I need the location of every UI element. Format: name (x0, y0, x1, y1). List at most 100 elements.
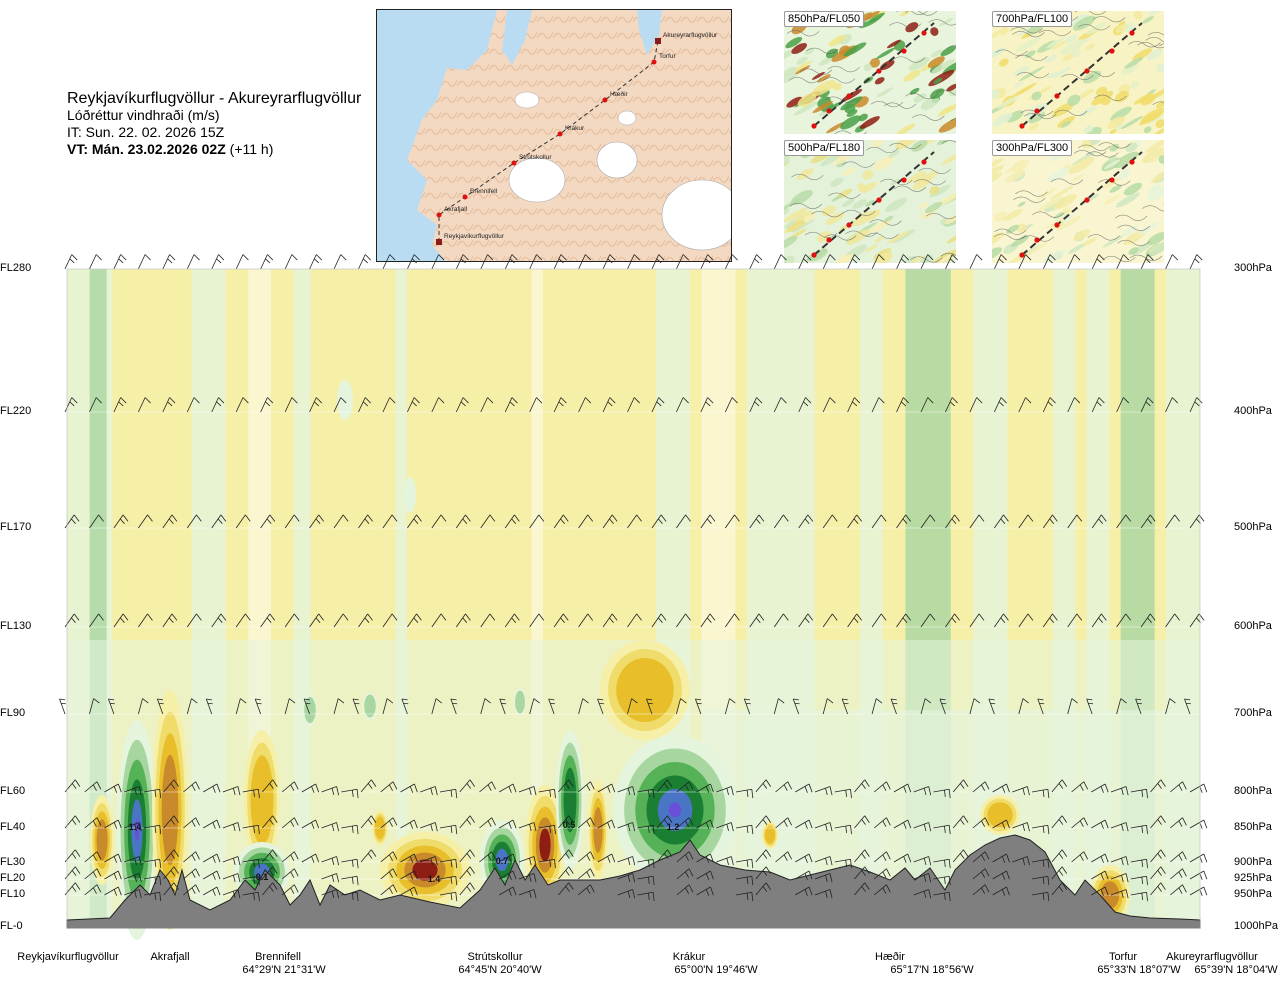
wind-barb-feather (314, 259, 319, 263)
wind-barb-staff (407, 254, 414, 269)
wind-barb-feather (657, 259, 662, 263)
mini-map-waypoint (1084, 197, 1089, 202)
mini-map-700-label: 700hPa/FL100 (992, 11, 1072, 27)
fl-label-10: FL10 (0, 888, 25, 900)
mini-map-850-label: 850hPa/FL050 (784, 11, 864, 27)
mini-map-waypoint (811, 123, 816, 128)
wind-barb-feather (1074, 254, 1079, 260)
wind-barb-staff (872, 254, 879, 269)
waypoint-label: Akrafjall (444, 206, 468, 213)
wind-barb (1068, 254, 1080, 269)
wind-barb-staff (1166, 254, 1173, 269)
wind-barb-feather (365, 254, 370, 260)
waypoint-marker (652, 60, 657, 65)
updraft-cell (304, 697, 315, 723)
wind-barb (921, 254, 933, 269)
wind-barb-staff (1019, 254, 1026, 269)
location-label-reykjavik: Reykjavíkurflugvöllur (17, 951, 118, 963)
wind-barb (1092, 254, 1104, 269)
mini-map-waypoint (921, 30, 926, 35)
mini-map-waypoint (1034, 108, 1039, 113)
wind-barb-feather (510, 259, 515, 263)
wind-barb (481, 254, 493, 269)
wind-barb-feather (363, 259, 368, 263)
fl-label-0: FL-0 (0, 920, 23, 932)
waypoint-label: Akureyrarflugvöllur (663, 32, 718, 39)
wind-barb (138, 254, 150, 269)
mini-map-waypoint (1054, 222, 1059, 227)
mini-map-300-label: 300hPa/FL300 (992, 140, 1072, 156)
pressure-label-1000: 1000hPa (1234, 920, 1278, 932)
wind-barb (774, 254, 786, 269)
location-label-strutskollur: Strútskollur (467, 951, 522, 963)
downdraft-cell (539, 828, 550, 862)
wind-barb-staff (334, 254, 341, 269)
mini-map-waypoint (1054, 93, 1059, 98)
wind-barb-feather (1050, 254, 1055, 260)
airport-marker (655, 38, 661, 44)
fl-label-130: FL130 (0, 620, 31, 632)
wind-barb-staff (750, 254, 757, 269)
wind-barb-feather (1204, 871, 1207, 879)
location-label-haedir: Hæðir (875, 951, 905, 963)
location-coord-torfur: 65°33'N 18°07'W (1097, 964, 1180, 976)
wind-barb-feather (634, 254, 639, 260)
wind-barb-staff (1141, 254, 1148, 269)
mini-map-waypoint (1109, 48, 1114, 53)
wind-barb (89, 254, 101, 269)
mini-map-waypoint (901, 48, 906, 53)
wind-barb (358, 254, 370, 269)
waypoint-label: Torfur (659, 53, 676, 60)
wind-barb-feather (879, 254, 884, 260)
fl-label-280: FL280 (0, 262, 31, 274)
extremum-value-label: 0.1 (256, 872, 269, 882)
wind-barb-feather (608, 259, 613, 263)
waypoint-marker (437, 213, 442, 218)
valid-time: VT: Mán. 23.02.2026 02Z (+11 h) (67, 141, 361, 158)
wind-barb-feather (412, 259, 417, 263)
mini-map-waypoint (846, 93, 851, 98)
wind-barb-staff (456, 254, 463, 269)
wind-barb-feather (659, 254, 664, 260)
wind-barb-feather (755, 259, 760, 263)
wind-barb-staff (897, 254, 904, 269)
location-coord-krakur: 65°00'N 19°46'W (674, 964, 757, 976)
wind-barb-staff (579, 254, 586, 269)
wind-barb-staff (530, 254, 537, 269)
wind-barb-feather (72, 254, 77, 260)
wind-barb-feather (1204, 820, 1207, 828)
wind-barb-staff (554, 254, 561, 269)
wind-barb-feather (1148, 254, 1153, 260)
wind-barb-staff (921, 254, 928, 269)
wind-barb (285, 254, 297, 269)
wind-barb-staff (1092, 254, 1099, 269)
wind-barb-feather (119, 259, 124, 263)
wind-barb (628, 254, 640, 269)
wind-barb (872, 254, 884, 269)
wind-barb-feather (168, 259, 173, 263)
wind-barb (603, 254, 615, 269)
wind-barb-staff (212, 254, 219, 269)
mini-map-waypoint (1129, 30, 1134, 35)
wind-barb-feather (854, 254, 859, 260)
fl-label-40: FL40 (0, 821, 25, 833)
wind-barb-staff (505, 254, 512, 269)
wind-barb-staff (799, 254, 806, 269)
waypoint-label: Strútskollur (519, 154, 552, 161)
wind-barb (579, 254, 591, 269)
wind-barb-feather (1146, 259, 1151, 263)
waypoint-marker (463, 195, 468, 200)
waypoint-label: Hæðir (610, 90, 629, 98)
location-label-akrafjall: Akrafjall (150, 951, 189, 963)
wind-barb-feather (559, 259, 564, 263)
wind-barb (407, 254, 419, 269)
waypoint-label: Krákur (565, 125, 585, 132)
wind-barb (60, 699, 66, 714)
mini-map-waypoint (846, 222, 851, 227)
location-coord-strutskollur: 64°45'N 20°40'W (458, 964, 541, 976)
fl-label-220: FL220 (0, 405, 31, 417)
wind-barb-staff (848, 254, 855, 269)
mini-map-waypoint (1019, 123, 1024, 128)
wind-barb (1019, 254, 1031, 269)
